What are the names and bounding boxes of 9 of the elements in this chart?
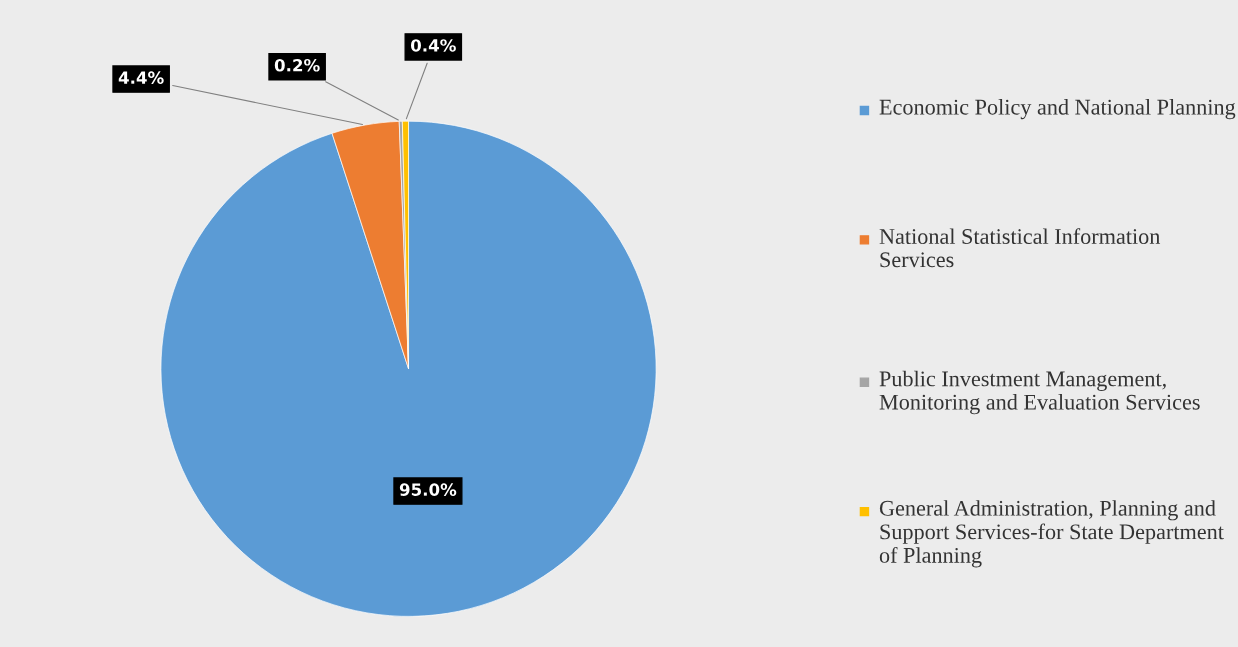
data-label: 95.0% xyxy=(399,483,457,496)
legend-label: Economic Policy and National Planning xyxy=(879,98,1236,120)
pie-slice xyxy=(160,120,657,617)
data-label: 0.4% xyxy=(410,39,456,52)
data-label: 4.4% xyxy=(118,71,164,84)
legend-label: Public Investment Management, Monitoring and Evaluation Services xyxy=(879,370,1200,415)
legend-label: National Statistical Information Services xyxy=(879,228,1161,268)
data-label: 0.2% xyxy=(274,58,320,72)
legend-label: General Administration, Planning and Support Services-for State Department of Planning xyxy=(879,500,1224,568)
